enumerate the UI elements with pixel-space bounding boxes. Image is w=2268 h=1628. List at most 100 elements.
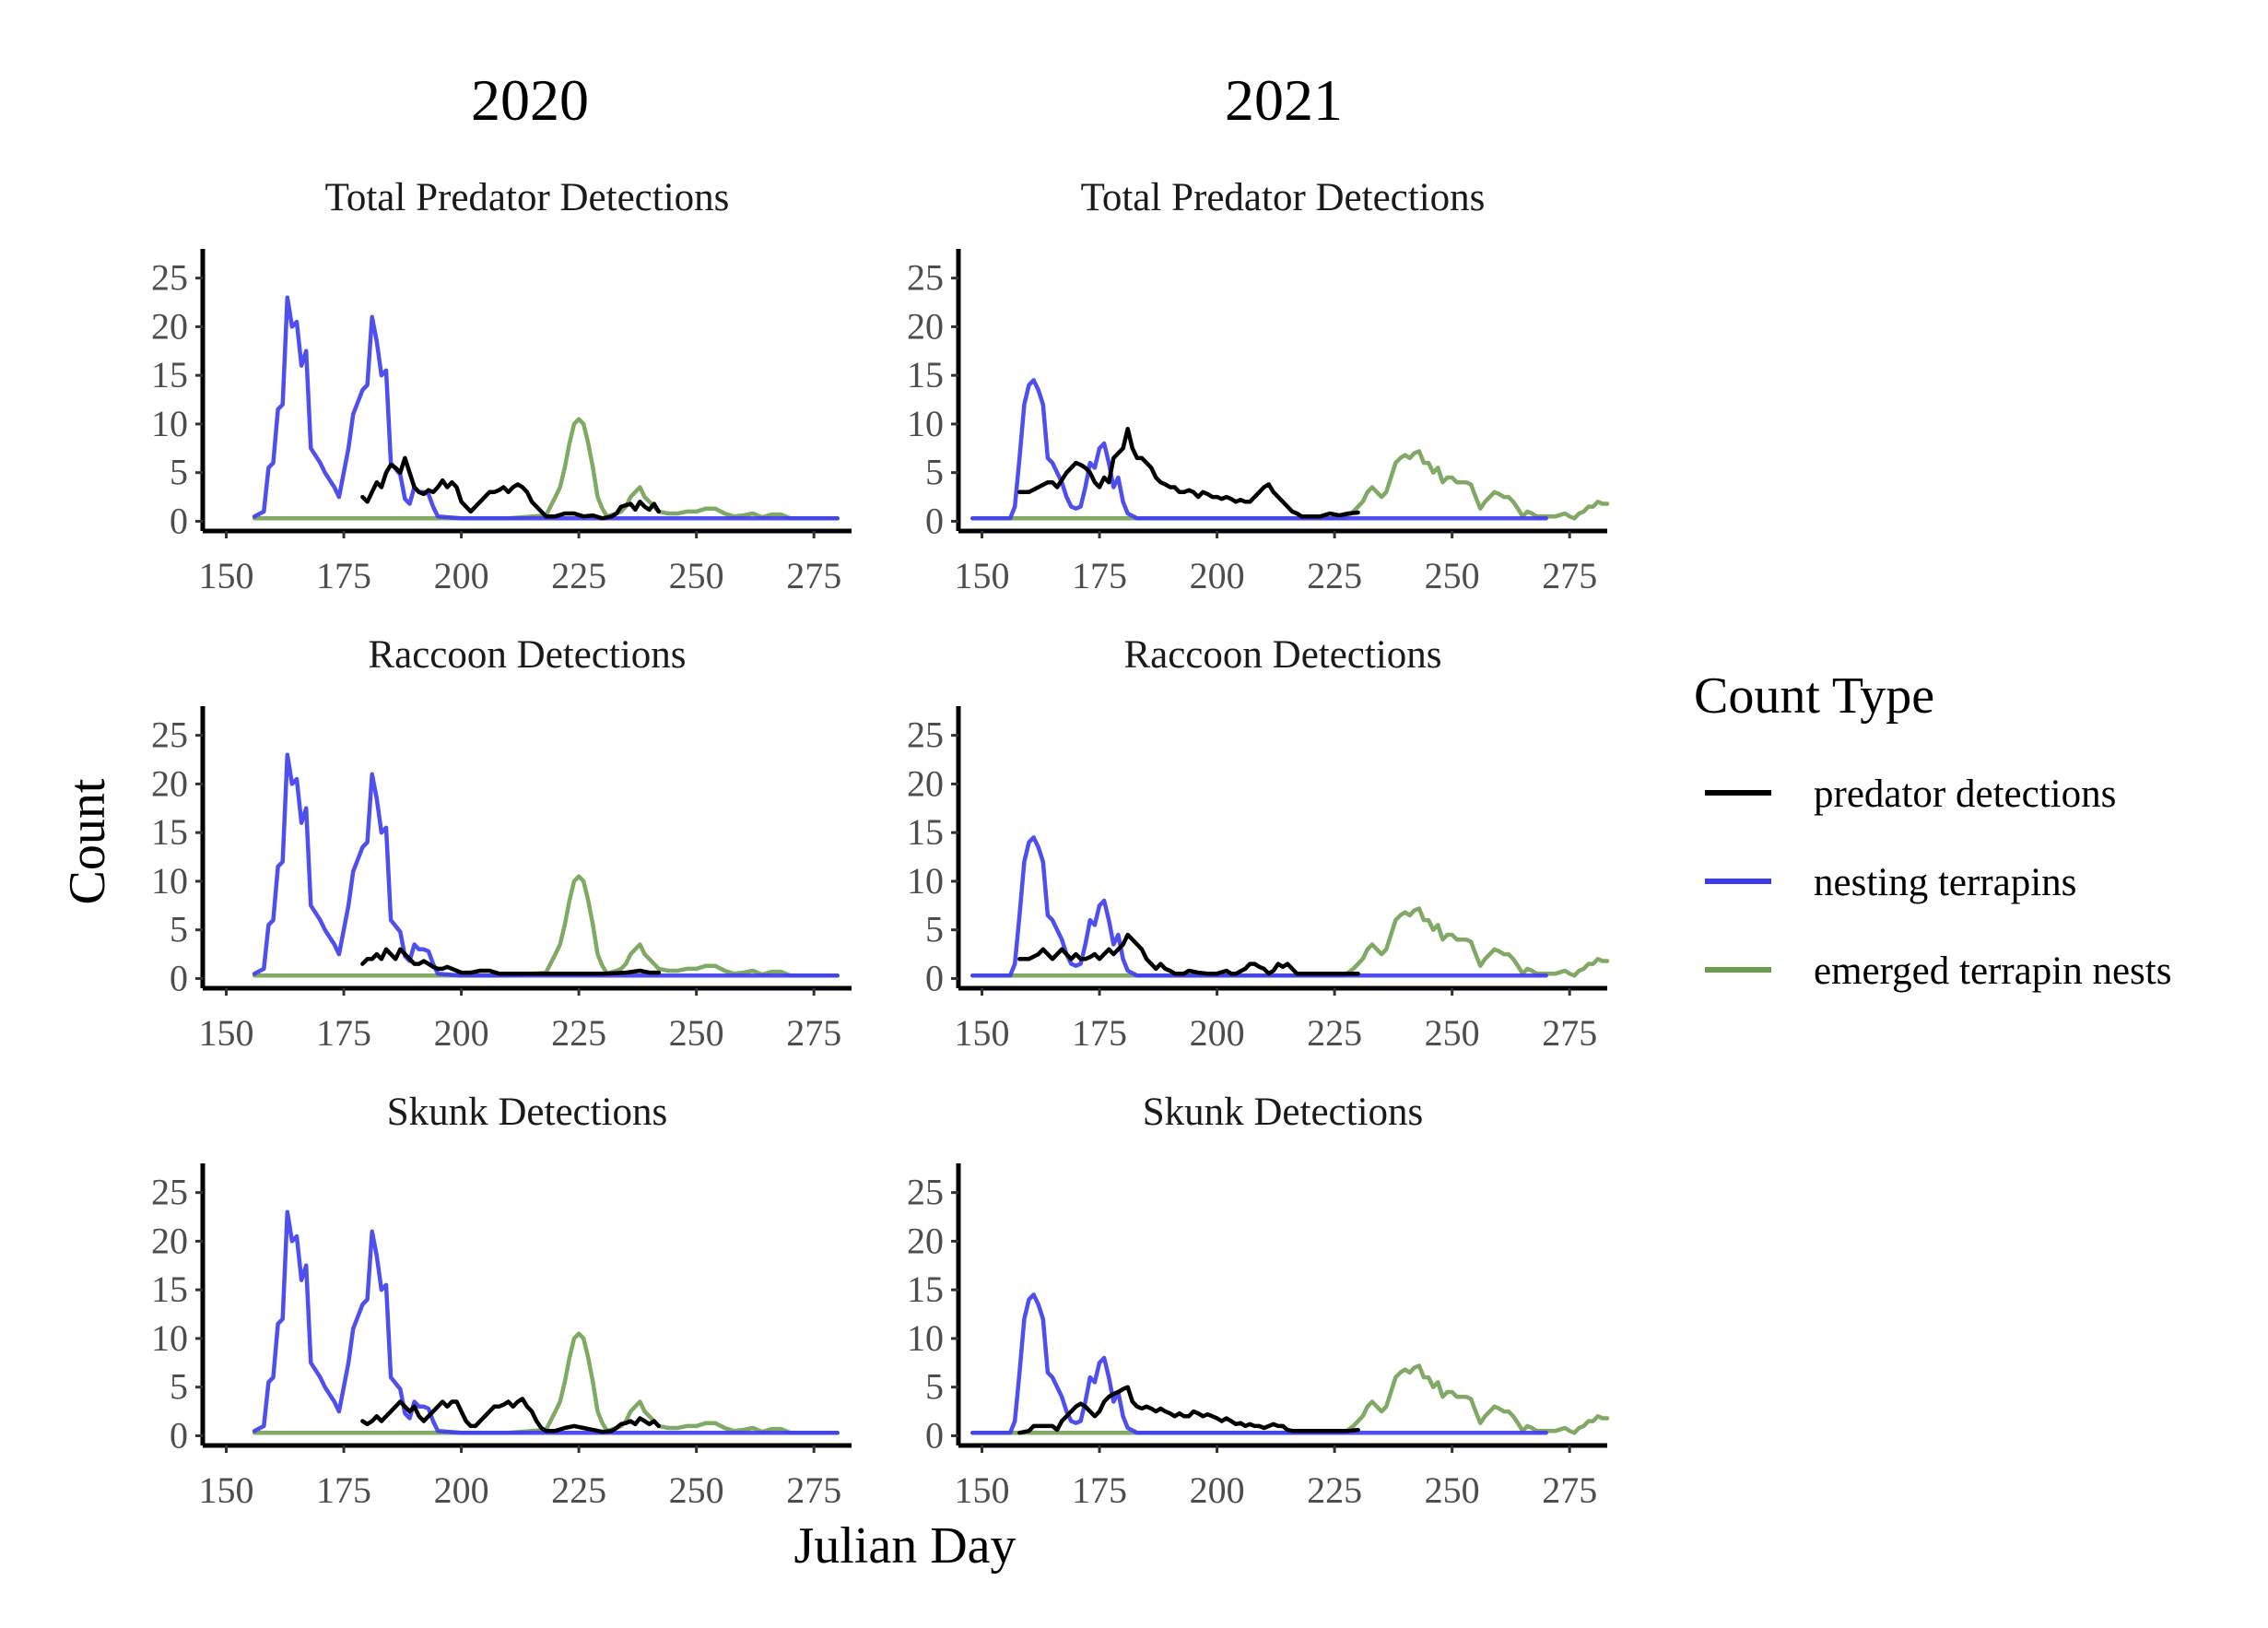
legend-title: Count Type xyxy=(1694,667,1934,725)
legend-label-nesting: nesting terrapins xyxy=(1814,861,2076,904)
series-line-emerged xyxy=(970,906,1610,978)
panel-2021-skunk-detections: Skunk Detections 0 5 10 15 20 25 150 175 200 225 25… xyxy=(907,1091,1610,1511)
y-tick-label: 25 xyxy=(907,257,944,299)
x-tick-label: 250 xyxy=(1425,1469,1480,1511)
x-tick-label: 175 xyxy=(1072,1012,1127,1054)
series-line-nesting xyxy=(970,378,1548,521)
y-tick-label: 25 xyxy=(151,1172,188,1213)
series-line-nesting xyxy=(252,295,840,521)
x-tick-label: 225 xyxy=(1307,555,1362,596)
x-tick-label: 175 xyxy=(316,555,371,596)
x-tick-label: 150 xyxy=(199,555,254,596)
x-tick-label: 200 xyxy=(1190,1012,1245,1054)
panel-2020-skunk-detections: Skunk Detections 0 5 10 15 20 25 150 175 200 225 25… xyxy=(151,1091,852,1511)
panel-title: Raccoon Detections xyxy=(1123,633,1441,677)
y-tick-label: 20 xyxy=(151,1220,188,1261)
series-line-predator xyxy=(1017,426,1360,519)
panel-2021-raccoon-detections: Raccoon Detections 0 5 10 15 20 25 150 175 200 225… xyxy=(907,633,1610,1054)
x-axis-title: Julian Day xyxy=(793,1517,1016,1575)
series-line-predator xyxy=(1017,1385,1360,1435)
y-tick-label: 0 xyxy=(925,1414,944,1456)
x-tick-label: 275 xyxy=(786,1012,841,1054)
panel-2020-raccoon-detections: Raccoon Detections 0 5 10 15 20 25 150 175 200 225… xyxy=(151,633,852,1054)
y-tick-label: 5 xyxy=(925,1366,944,1408)
x-tick-label: 175 xyxy=(316,1469,371,1511)
x-tick-label: 175 xyxy=(316,1012,371,1054)
y-tick-label: 0 xyxy=(925,957,944,998)
y-tick-label: 25 xyxy=(151,257,188,299)
y-tick-label: 20 xyxy=(907,305,944,347)
y-tick-label: 0 xyxy=(170,500,188,541)
panel-title: Raccoon Detections xyxy=(368,633,686,677)
y-tick-label: 0 xyxy=(925,500,944,541)
column-title-2021: 2021 xyxy=(1225,67,1343,133)
legend: Count Type predator detections nesting te… xyxy=(1694,667,2171,993)
series-line-predator xyxy=(360,455,662,521)
y-tick-label: 20 xyxy=(907,762,944,804)
x-tick-label: 150 xyxy=(199,1469,254,1511)
panel-2020-total-predator-detections: Total Predator Detections 0 5 10 15 20 25 150 17… xyxy=(151,176,852,596)
series-line-emerged xyxy=(252,874,840,978)
series-line-predator xyxy=(360,947,662,976)
y-tick-label: 10 xyxy=(907,860,944,902)
x-tick-label: 175 xyxy=(1072,555,1127,596)
series-line-emerged xyxy=(970,1363,1610,1435)
x-tick-label: 275 xyxy=(786,1469,841,1511)
x-tick-label: 225 xyxy=(551,1469,606,1511)
x-tick-label: 150 xyxy=(955,1012,1010,1054)
x-tick-label: 150 xyxy=(955,1469,1010,1511)
y-tick-label: 25 xyxy=(151,714,188,756)
x-tick-label: 250 xyxy=(669,1469,724,1511)
x-tick-label: 250 xyxy=(1425,555,1480,596)
series-line-nesting xyxy=(252,1209,840,1435)
y-tick-label: 5 xyxy=(170,452,188,493)
panel-title: Total Predator Detections xyxy=(325,176,730,219)
y-axis-title: Count xyxy=(59,778,116,904)
y-tick-label: 20 xyxy=(907,1220,944,1261)
y-tick-label: 15 xyxy=(907,811,944,853)
panel-title: Skunk Detections xyxy=(1143,1091,1424,1134)
y-tick-label: 15 xyxy=(907,354,944,395)
x-tick-label: 150 xyxy=(955,555,1010,596)
x-tick-label: 150 xyxy=(199,1012,254,1054)
y-tick-label: 25 xyxy=(907,1172,944,1213)
y-tick-label: 10 xyxy=(151,403,188,444)
y-tick-label: 5 xyxy=(170,1366,188,1408)
x-tick-label: 275 xyxy=(1542,555,1597,596)
x-tick-label: 200 xyxy=(1190,555,1245,596)
y-tick-label: 15 xyxy=(151,354,188,395)
y-tick-label: 0 xyxy=(170,1414,188,1456)
y-tick-label: 15 xyxy=(151,1268,188,1310)
x-tick-label: 275 xyxy=(1542,1469,1597,1511)
series-line-predator xyxy=(1017,932,1360,976)
x-tick-label: 250 xyxy=(669,1012,724,1054)
y-tick-label: 0 xyxy=(170,957,188,998)
x-tick-label: 200 xyxy=(434,1469,489,1511)
series-line-predator xyxy=(360,1397,662,1434)
x-tick-label: 175 xyxy=(1072,1469,1127,1511)
x-tick-label: 225 xyxy=(551,1012,606,1054)
x-tick-label: 225 xyxy=(1307,1012,1362,1054)
y-tick-label: 10 xyxy=(151,1317,188,1359)
series-line-nesting xyxy=(252,752,840,978)
y-tick-label: 10 xyxy=(907,1317,944,1359)
y-tick-label: 5 xyxy=(170,909,188,950)
legend-label-predator: predator detections xyxy=(1814,773,2116,816)
panel-title: Total Predator Detections xyxy=(1081,176,1486,219)
series-line-nesting xyxy=(970,1292,1548,1435)
y-tick-label: 5 xyxy=(925,452,944,493)
x-tick-label: 275 xyxy=(1542,1012,1597,1054)
panel-title: Skunk Detections xyxy=(387,1091,668,1134)
y-tick-label: 25 xyxy=(907,714,944,756)
y-tick-label: 10 xyxy=(151,860,188,902)
x-tick-label: 250 xyxy=(669,555,724,596)
y-tick-label: 15 xyxy=(151,811,188,853)
x-tick-label: 225 xyxy=(1307,1469,1362,1511)
x-tick-label: 275 xyxy=(786,555,841,596)
x-tick-label: 200 xyxy=(1190,1469,1245,1511)
series-line-emerged xyxy=(970,449,1610,521)
panel-2021-total-predator-detections: Total Predator Detections 0 5 10 15 20 25 150 17… xyxy=(907,176,1610,596)
legend-label-emerged: emerged terrapin nests xyxy=(1814,950,2171,993)
y-tick-label: 20 xyxy=(151,762,188,804)
